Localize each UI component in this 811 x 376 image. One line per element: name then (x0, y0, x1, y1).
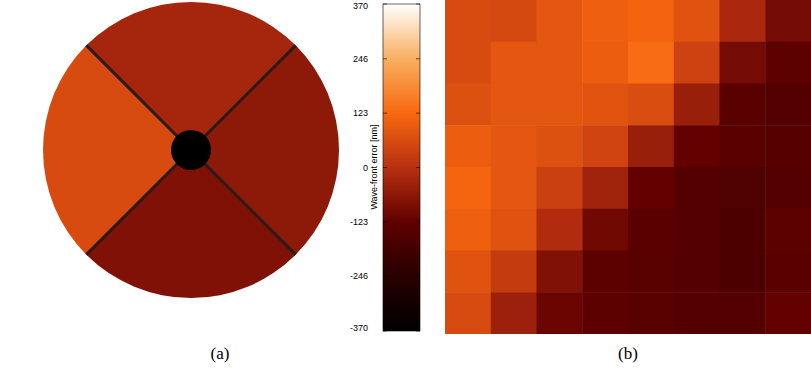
svg-text:-123: -123 (350, 217, 368, 227)
svg-text:Wave-front error [nm]: Wave-front error [nm] (369, 124, 379, 209)
html-text:(b): (b) (618, 344, 638, 363)
html-text:(a): (a) (210, 344, 230, 363)
svg-text:-246: -246 (350, 271, 368, 281)
svg-text:123: 123 (353, 108, 368, 118)
svg-text:0: 0 (363, 163, 368, 173)
svg-text:246: 246 (353, 54, 368, 64)
svg-text:-370: -370 (350, 323, 368, 333)
svg-text:370: 370 (353, 1, 368, 11)
